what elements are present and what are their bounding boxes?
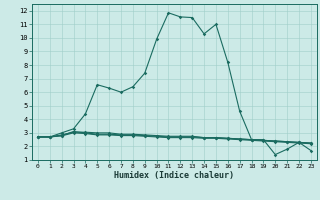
X-axis label: Humidex (Indice chaleur): Humidex (Indice chaleur): [115, 171, 234, 180]
